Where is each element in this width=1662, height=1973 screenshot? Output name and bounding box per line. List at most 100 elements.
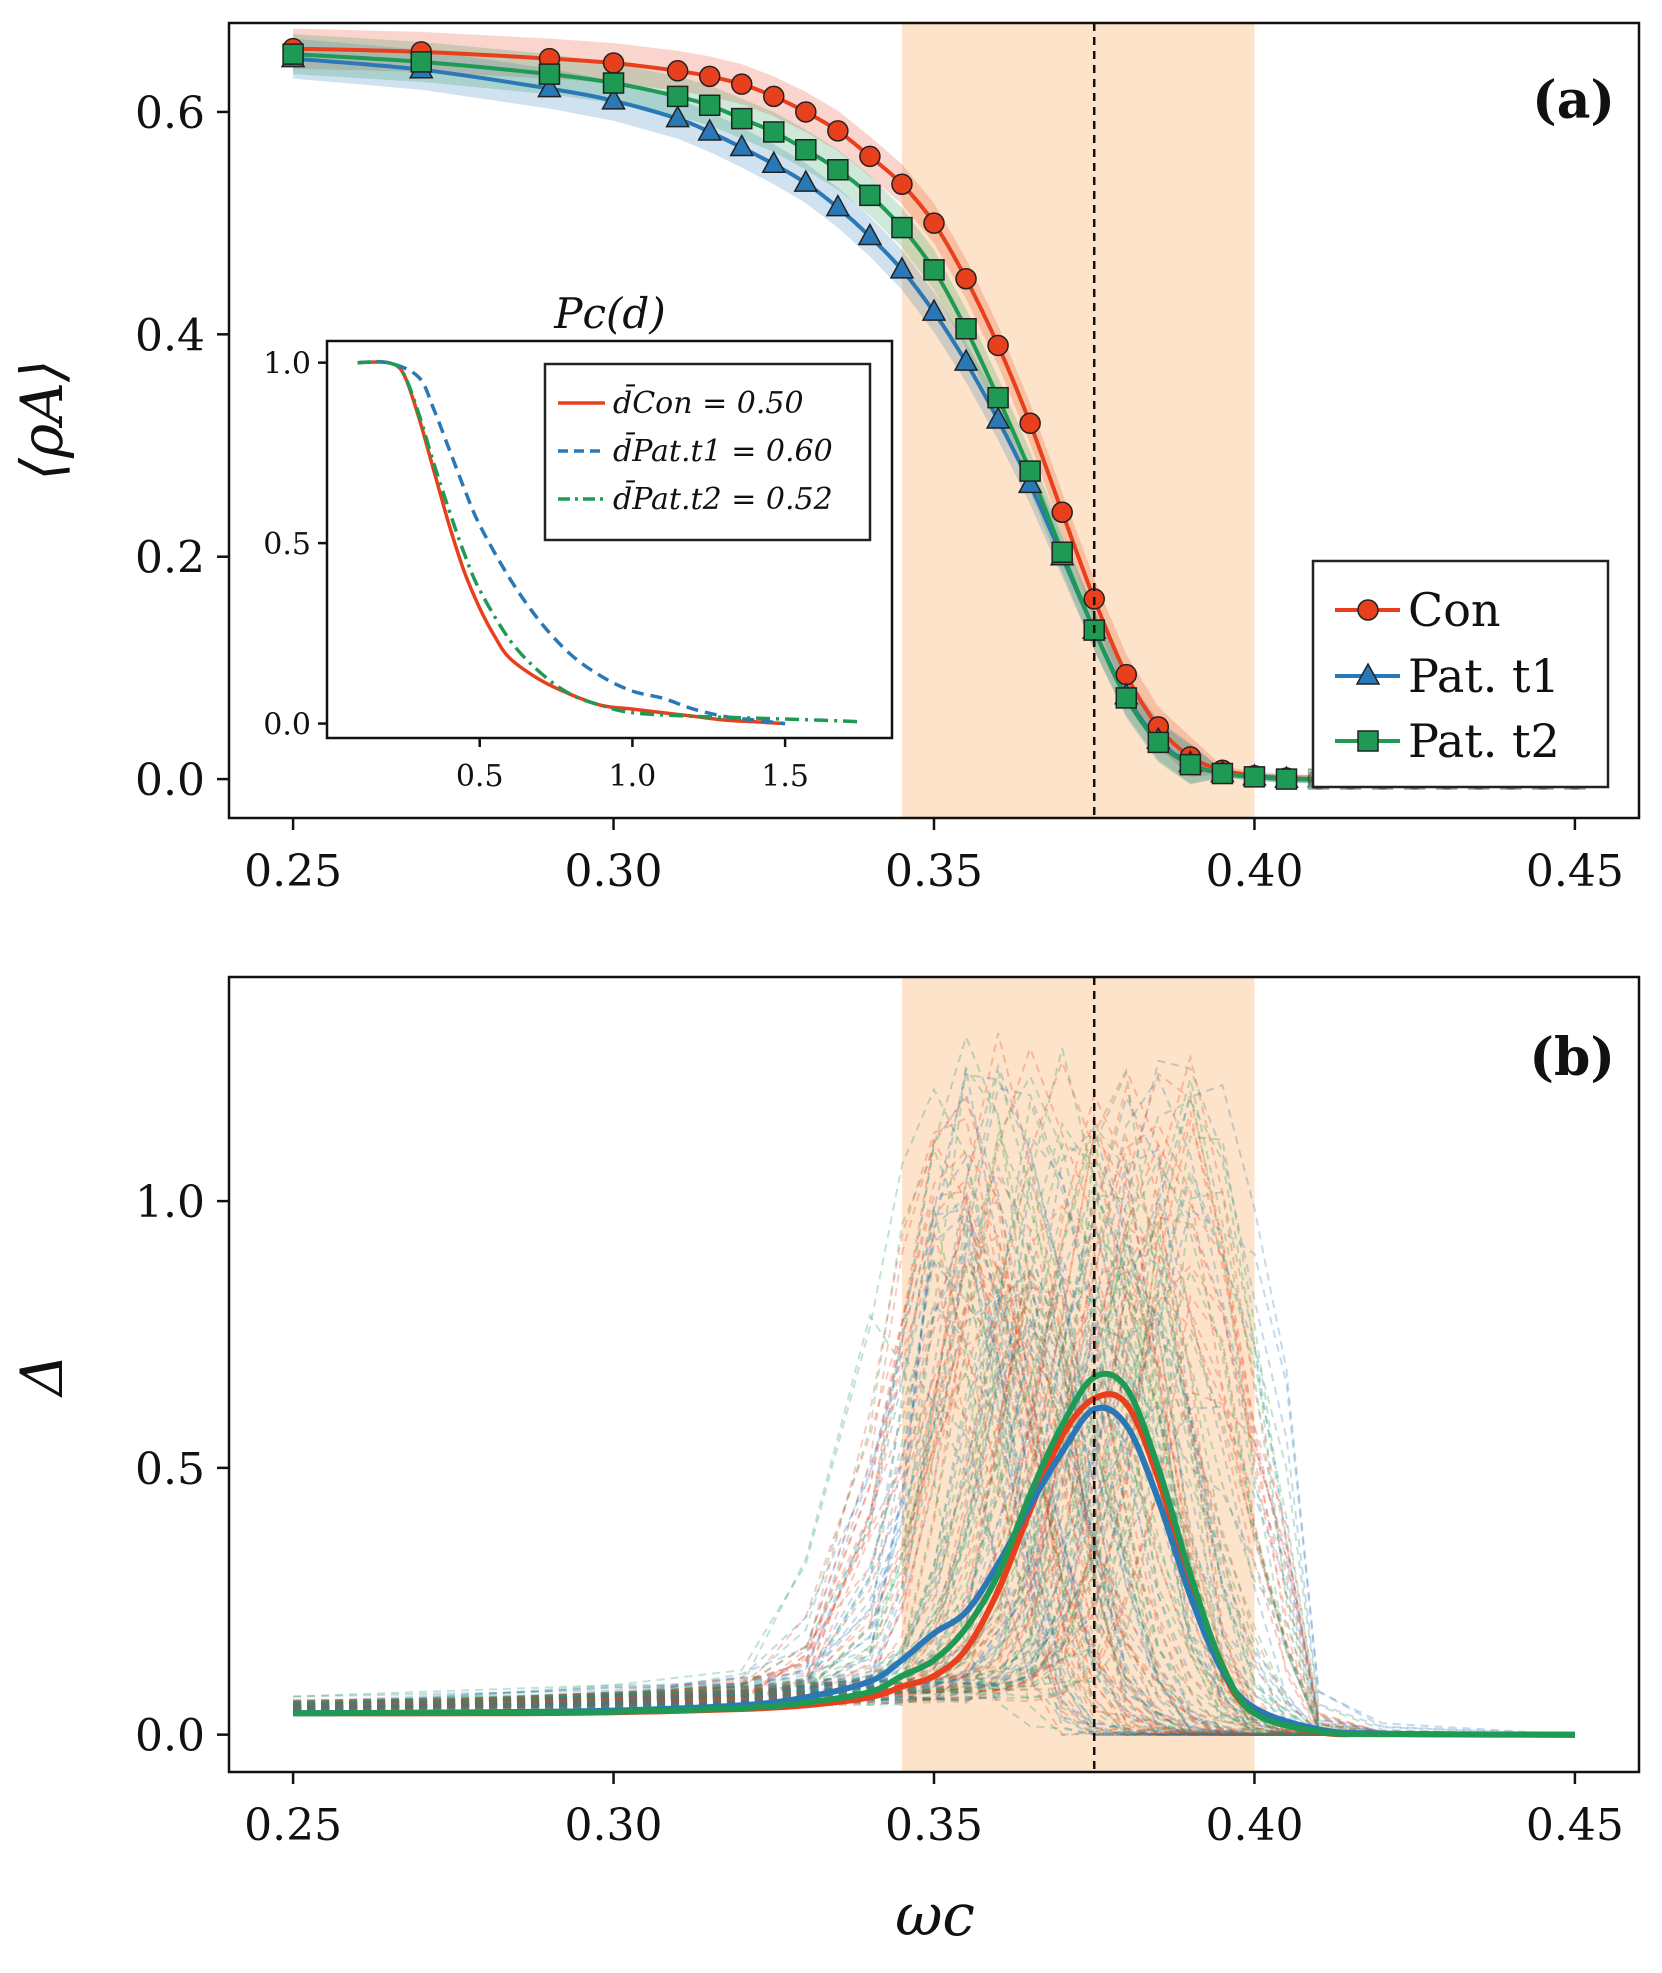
panel-b-run-con <box>293 1190 1575 1736</box>
panel-a-point-con <box>1051 501 1073 523</box>
panel-b-run-pat2 <box>293 1368 1575 1736</box>
panel-b-run-pat2 <box>293 1402 1575 1736</box>
panel-a-point-con <box>795 101 817 123</box>
panel-a-point-pat2 <box>1051 541 1073 564</box>
panel-b-run-con <box>293 1321 1575 1736</box>
panel-b-run-pat1 <box>293 1301 1575 1736</box>
panel-b-run-con <box>293 1116 1575 1736</box>
panel-a-point-pat2 <box>923 259 945 281</box>
panel-a-point-pat2 <box>730 107 753 130</box>
panel-b-run-con <box>293 1259 1575 1736</box>
panel-b-run-pat1 <box>293 1273 1575 1736</box>
panel-a-point-pat2 <box>859 184 881 207</box>
panel-a-point-con <box>987 334 1009 357</box>
panel-a-xtick-label: 0.30 <box>565 846 663 897</box>
panel-b-run-pat2 <box>293 1048 1575 1736</box>
panel-b-run-pat2 <box>293 1195 1575 1736</box>
panel-a-point-pat2 <box>698 94 721 117</box>
panel-b-run-con <box>293 1302 1575 1736</box>
panel-a-point-con <box>827 120 849 142</box>
panel-b-run-pat2 <box>293 1206 1575 1736</box>
panel-b-run-con <box>293 1264 1575 1736</box>
panel-b-run-con <box>293 1375 1575 1736</box>
panel-b-run-pat1 <box>293 1087 1575 1736</box>
panel-a-point-pat2 <box>666 85 689 108</box>
panel-a-point-pat2 <box>1115 687 1138 709</box>
panel-b-run-pat2 <box>293 1253 1575 1736</box>
panel-a-xtick-label: 0.40 <box>1205 846 1303 897</box>
panel-a-ylabel: ⟨ρA⟩ <box>8 359 76 480</box>
panel-a-point-pat2 <box>1243 766 1266 788</box>
inset-ytick-label: 0.5 <box>263 527 311 562</box>
legend-con-marker <box>1357 599 1379 621</box>
panel-a-point-con <box>763 85 785 108</box>
panel-a-xtick-label: 0.45 <box>1526 846 1624 897</box>
panel-a-point-pat2 <box>827 159 849 181</box>
legend-pat2-marker <box>1357 730 1379 752</box>
panel-b-run-pat1 <box>293 1208 1575 1736</box>
panel-b-run-pat2 <box>293 1371 1575 1736</box>
panel-b-run-pat1 <box>293 1317 1575 1736</box>
panel-b-run-con <box>293 1228 1575 1736</box>
panel-b: 0.25 0.30 0.35 0.40 0.45 0.0 0.5 1.0 (b) Δ ωc <box>8 975 1641 1949</box>
legend-pat1-label: Pat. t1 <box>1408 649 1560 703</box>
panel-b-run-con <box>293 1058 1575 1736</box>
panel-a-point-con <box>923 212 945 234</box>
panel-b-run-pat1 <box>293 1242 1575 1736</box>
panel-a-point-pat2 <box>1275 768 1298 790</box>
legend-pat1-marker <box>1355 662 1381 685</box>
panel-b-run-pat2 <box>293 1101 1575 1736</box>
panel-b-run-pat2 <box>293 1264 1575 1736</box>
panel-a-point-pat1 <box>729 133 754 157</box>
panel-a-point-pat1 <box>697 118 722 141</box>
panel-b-run-pat2 <box>293 1331 1575 1736</box>
panel-b-run-pat1 <box>293 1347 1575 1736</box>
panel-a-point-pat2 <box>1179 753 1202 776</box>
panel-b-run-pat2 <box>293 1298 1575 1736</box>
panel-a-shaded-band <box>901 23 1255 818</box>
inset-legend-con-label: d̄Con = 0.50 <box>613 383 804 421</box>
panel-b-run-pat1 <box>293 1256 1575 1736</box>
panel-a-point-con <box>1115 663 1138 686</box>
inset-title: Pc(d) <box>553 289 665 338</box>
panel-a-point-con <box>666 60 689 82</box>
panel-b-run-pat2 <box>293 1121 1575 1736</box>
panel-b-run-pat1 <box>293 1220 1575 1736</box>
panel-b-run-pat2 <box>293 1086 1575 1736</box>
panel-a-point-pat2 <box>1211 762 1234 785</box>
panel-b-run-pat1 <box>293 1127 1575 1736</box>
panel-b-run-pat2 <box>293 1291 1575 1736</box>
panel-b-run-pat1 <box>293 1164 1575 1736</box>
panel-b-xtick-label: 0.45 <box>1526 1800 1624 1851</box>
panel-a-point-pat2 <box>1019 460 1041 482</box>
panel-b-run-pat1 <box>293 1396 1575 1736</box>
inset-frame <box>325 339 894 740</box>
panel-a-point-pat2 <box>795 139 817 161</box>
panel-a-point-pat2 <box>955 318 977 340</box>
inset-xtick-label: 1.0 <box>609 759 657 794</box>
panel-b-run-pat2 <box>293 1147 1575 1736</box>
panel-a-xtick-label: 0.25 <box>244 846 342 897</box>
panel-b-label: (b) <box>1529 1027 1615 1088</box>
panel-a-point-con <box>730 73 753 95</box>
panel-b-run-pat1 <box>293 1194 1575 1736</box>
panel-a-point-pat2 <box>987 386 1009 409</box>
panel-b-run-con <box>293 1265 1575 1736</box>
panel-b-run-con <box>293 1138 1575 1736</box>
panel-b-xtick-label: 0.35 <box>885 1800 983 1851</box>
panel-a-point-pat2 <box>282 43 304 65</box>
panel-a-point-con <box>891 173 913 195</box>
inset-legend: d̄Con = 0.50 d̄Pat.t1 = 0.60 d̄Pat.t2 = … <box>543 362 872 542</box>
panel-a-point-pat1 <box>985 406 1011 429</box>
legend: Con Pat. t1 Pat. t2 <box>1311 559 1610 789</box>
panel-b-run-pat1 <box>293 1349 1575 1736</box>
panel-a-point-con <box>698 65 721 88</box>
inset-ytick-label: 0.0 <box>263 708 311 743</box>
panel-b-run-pat1 <box>293 1211 1575 1736</box>
inset-xtick-label: 1.5 <box>761 759 809 794</box>
inset: 0.5 1.0 1.5 0.0 0.5 1.0 Pc(d) d̄Con = 0.50 d̄… <box>263 289 894 794</box>
panel-b-run-pat1 <box>293 1179 1575 1736</box>
panel-a-point-pat2 <box>763 121 785 143</box>
panel-a-point-pat2 <box>891 216 913 239</box>
